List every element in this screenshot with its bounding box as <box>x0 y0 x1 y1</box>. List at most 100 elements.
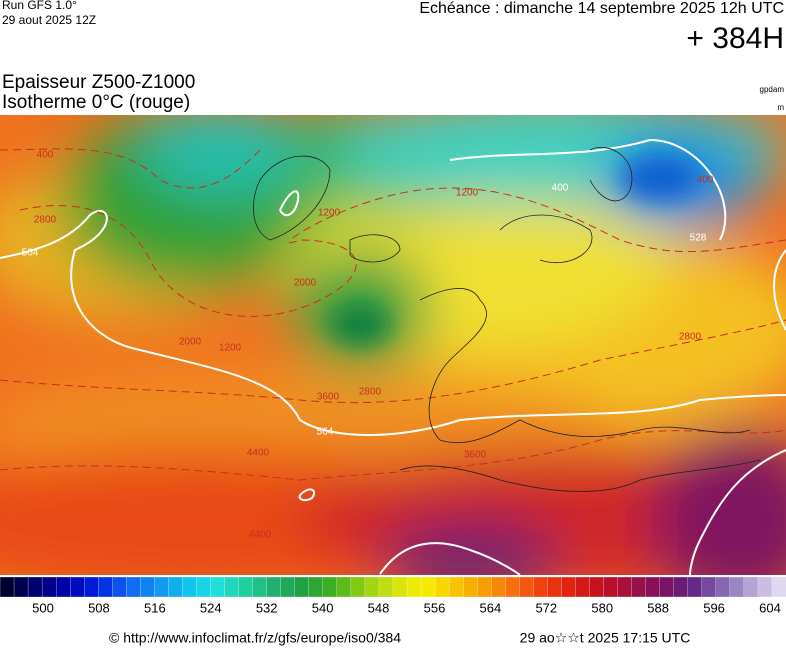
colorbar-swatch <box>154 576 170 598</box>
colorbar-tick-label: 588 <box>647 600 669 615</box>
legend-title-1: Epaisseur Z500-Z1000 <box>2 72 195 93</box>
run-label: Run GFS 1.0° <box>2 0 77 12</box>
colorbar-swatch <box>434 576 450 598</box>
colorbar-swatch <box>687 576 703 598</box>
colorbar-swatch <box>70 576 85 598</box>
colorbar-swatch <box>477 576 492 598</box>
colorbar-swatch <box>336 576 352 598</box>
colorbar-swatch <box>617 576 633 598</box>
colorbar-swatch <box>266 576 282 598</box>
colorbar-swatch <box>645 576 661 598</box>
colorbar-tick-label: 500 <box>32 600 54 615</box>
colorbar-swatch <box>140 576 156 598</box>
colorbar-swatch <box>210 576 226 598</box>
colorbar-tick-label: 524 <box>200 600 222 615</box>
colorbar-swatch <box>196 576 212 598</box>
colorbar-swatch <box>350 576 366 598</box>
colorbar-swatch <box>27 576 43 598</box>
colorbar-swatch <box>659 576 675 598</box>
contour-label: 564 <box>22 248 39 259</box>
colorbar-swatch <box>98 576 113 598</box>
contour-label: 2000 <box>294 278 317 289</box>
map-field: 564 564 528 400 400 400 1200 1200 1200 2000 2000 28… <box>0 115 786 575</box>
contour-label: 2000 <box>179 337 202 348</box>
colorbar-swatch <box>547 576 563 598</box>
contour-label: 564 <box>317 427 334 438</box>
colorbar-swatch <box>112 576 127 598</box>
colorbar-swatch <box>575 576 591 598</box>
coastlines <box>253 147 761 492</box>
colorbar-swatch <box>41 576 57 598</box>
colorbar: 500 508 516 524 532 540 548 556 564 572 580 588 596 6… <box>0 576 786 615</box>
valid-time: Echéance : dimanche 14 septembre 2025 12… <box>419 0 784 17</box>
colorbar-swatch <box>0 576 15 598</box>
colorbar-tick-label: 516 <box>144 600 166 615</box>
colorbar-swatch <box>406 576 422 598</box>
colorbar-swatch <box>126 576 142 598</box>
legend-title-2: Isotherme 0°C (rouge) <box>2 92 190 113</box>
thickness-contours <box>0 138 786 575</box>
colorbar-swatch <box>519 576 535 598</box>
colorbar-swatch <box>55 576 71 598</box>
contour-label: 2800 <box>34 215 57 226</box>
lead-time: + 384H <box>686 22 784 55</box>
colorbar-swatch <box>603 576 619 598</box>
contour-label: 2800 <box>679 332 702 343</box>
colorbar-swatch <box>561 576 577 598</box>
colorbar-tick-label: 548 <box>368 600 390 615</box>
colorbar-swatch <box>364 576 380 598</box>
colorbar-swatch <box>308 576 324 598</box>
colorbar-swatch <box>420 576 436 598</box>
contour-label: 400 <box>697 175 714 186</box>
colorbar-swatch <box>294 576 310 598</box>
colorbar-swatch <box>84 576 99 598</box>
colorbar-swatch <box>13 576 29 598</box>
colorbar-tick-label: 580 <box>591 600 613 615</box>
iso0-contours <box>0 148 786 481</box>
colorbar-swatch <box>168 576 184 598</box>
colorbar-tick-label: 540 <box>312 600 334 615</box>
colorbar-tick-label: 572 <box>535 600 557 615</box>
colorbar-tick-label: 596 <box>703 600 725 615</box>
contour-label: 1200 <box>219 343 242 354</box>
colorbar-swatch <box>224 576 240 598</box>
colorbar-swatch <box>743 576 759 598</box>
colorbar-swatch <box>533 576 549 598</box>
run-date: 29 aout 2025 12Z <box>2 13 96 27</box>
contour-label: 3600 <box>464 450 487 461</box>
colorbar-tick-label: 508 <box>88 600 110 615</box>
colorbar-swatch <box>757 576 773 598</box>
contour-label: 1200 <box>456 188 479 199</box>
colorbar-swatch <box>238 576 254 598</box>
contour-label: 1200 <box>318 208 341 219</box>
colorbar-swatch <box>463 576 478 598</box>
colorbar-swatch <box>715 576 731 598</box>
colorbar-swatch <box>673 576 689 598</box>
colorbar-swatch <box>631 576 647 598</box>
colorbar-swatch <box>505 576 520 598</box>
colorbar-swatch <box>392 576 408 598</box>
colorbar-tick-label: 564 <box>480 600 502 615</box>
colorbar-swatch <box>771 576 786 598</box>
colorbar-swatch <box>729 576 745 598</box>
unit-iso: m <box>777 103 784 112</box>
contour-label: 2800 <box>359 387 382 398</box>
colorbar-swatch <box>589 576 605 598</box>
generated-time: 29 ao☆☆t 2025 17:15 UTC <box>520 630 691 646</box>
colorbar-swatch <box>252 576 268 598</box>
colorbar-swatch <box>322 576 338 598</box>
unit-thickness: gpdam <box>760 85 785 94</box>
contour-label: 3600 <box>317 392 340 403</box>
colorbar-swatch <box>491 576 506 598</box>
contour-label: 528 <box>690 233 707 244</box>
colorbar-tick-label: 532 <box>256 600 278 615</box>
colorbar-tick-label: 604 <box>759 600 781 615</box>
colorbar-tick-label: 556 <box>424 600 446 615</box>
colorbar-swatch <box>378 576 394 598</box>
contour-label: 400 <box>552 183 569 194</box>
colorbar-swatch <box>280 576 296 598</box>
contour-label: 4400 <box>247 448 270 459</box>
contour-label: 400 <box>37 150 54 161</box>
colorbar-swatch <box>182 576 198 598</box>
